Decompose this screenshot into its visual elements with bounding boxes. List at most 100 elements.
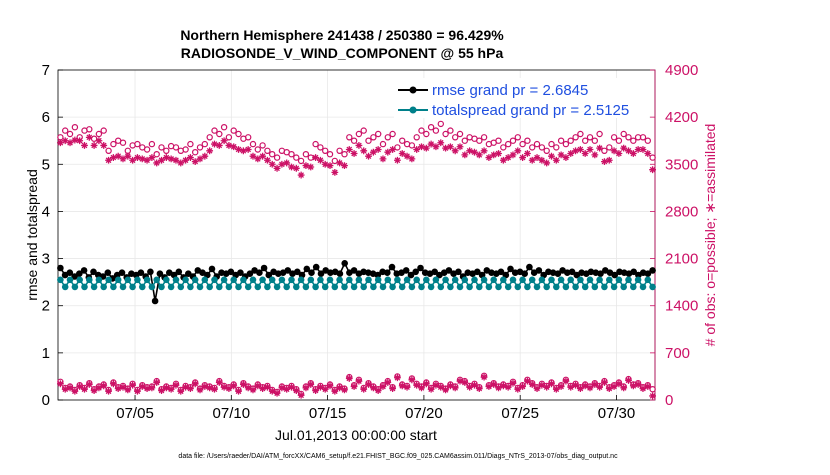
obs-assimilated-marker — [196, 155, 204, 163]
series-1 — [57, 276, 656, 291]
data-point — [191, 276, 199, 284]
data-point — [543, 283, 550, 291]
data-point — [114, 276, 122, 284]
legend-spread-marker — [409, 106, 417, 114]
data-point — [480, 276, 488, 284]
data-point — [288, 276, 295, 284]
obs-possible-marker — [379, 140, 387, 148]
data-point — [90, 268, 97, 276]
obs-possible-marker — [148, 140, 156, 148]
obs-possible-marker — [143, 146, 151, 153]
obs-possible-marker — [293, 154, 300, 161]
obs-possible-marker — [553, 144, 560, 151]
obs-assimilated-marker — [567, 150, 575, 157]
obs-possible-marker — [370, 134, 377, 141]
data-point — [163, 276, 170, 284]
obs-assimilated-marker — [158, 387, 165, 394]
data-point — [240, 276, 247, 284]
obs-assimilated-marker — [288, 383, 295, 391]
obs-assimilated-marker — [85, 381, 93, 388]
obs-possible-marker — [538, 144, 546, 151]
obs-assimilated-marker — [620, 144, 628, 152]
obs-possible-marker — [591, 137, 599, 144]
data-point — [256, 269, 263, 277]
obs-assimilated-marker — [57, 139, 64, 147]
obs-assimilated-marker — [114, 152, 122, 160]
obs-assimilated-marker — [639, 385, 647, 392]
data-point — [389, 283, 396, 291]
data-point — [432, 276, 440, 284]
obs-possible-marker — [230, 127, 237, 134]
data-point — [509, 276, 517, 284]
data-point — [151, 297, 159, 305]
obs-assimilated-marker — [379, 155, 387, 163]
data-point — [264, 283, 271, 291]
data-point — [497, 268, 505, 276]
obs-assimilated-marker — [591, 151, 599, 159]
obs-possible-marker — [57, 134, 64, 141]
obs-assimilated-marker — [466, 383, 474, 391]
data-point — [528, 276, 536, 284]
obs-assimilated-marker — [514, 385, 522, 393]
data-point — [447, 283, 454, 291]
obs-assimilated-marker — [345, 375, 353, 382]
data-point — [538, 276, 546, 284]
obs-assimilated-marker — [148, 154, 156, 161]
obs-possible-marker — [182, 146, 189, 153]
data-point — [568, 268, 576, 276]
data-point — [341, 260, 349, 267]
obs-assimilated-marker — [153, 379, 161, 386]
obs-possible-marker — [620, 130, 627, 138]
obs-possible-marker — [191, 148, 199, 156]
obs-assimilated-marker — [572, 147, 579, 155]
obs-assimilated-marker — [591, 381, 599, 388]
obs-possible-marker — [350, 137, 358, 144]
obs-assimilated-marker — [90, 142, 98, 149]
obs-assimilated-marker — [437, 383, 445, 391]
data-point — [158, 283, 165, 291]
obs-possible-marker — [384, 134, 391, 141]
obs-assimilated-marker — [538, 156, 546, 164]
data-point — [350, 267, 358, 274]
obs-assimilated-marker — [158, 156, 165, 164]
data-point — [417, 264, 424, 272]
data-point — [620, 283, 627, 291]
obs-assimilated-marker — [475, 385, 483, 392]
obs-assimilated-marker — [644, 150, 652, 157]
right-tick-label: 4900 — [665, 62, 698, 79]
obs-assimilated-marker — [186, 154, 194, 161]
obs-possible-marker — [630, 137, 637, 144]
data-point — [254, 283, 262, 291]
obs-assimilated-marker — [172, 156, 180, 164]
obs-assimilated-marker — [288, 163, 295, 171]
obs-possible-marker — [336, 147, 343, 154]
obs-possible-marker — [586, 134, 594, 141]
obs-possible-marker — [326, 150, 334, 158]
obs-possible-marker — [341, 150, 348, 158]
obs-assimilated-marker — [105, 387, 112, 395]
obs-assimilated-marker — [538, 381, 546, 389]
obs-assimilated-marker — [162, 154, 170, 161]
obs-assimilated-marker — [66, 139, 74, 147]
obs-assimilated-marker — [543, 159, 551, 167]
obs-possible-marker — [216, 130, 223, 138]
obs-assimilated-marker — [316, 383, 324, 391]
obs-assimilated-marker — [499, 156, 507, 164]
data-point — [177, 283, 185, 291]
data-point — [237, 269, 244, 277]
data-point — [118, 269, 126, 277]
obs-possible-marker — [572, 134, 579, 141]
data-point — [412, 268, 420, 276]
data-point — [610, 283, 618, 291]
chart-title-line2: RADIOSONDE_V_WIND_COMPONENT @ 55 hPa — [181, 45, 504, 61]
data-point — [495, 283, 502, 291]
data-point — [76, 270, 83, 278]
data-point — [413, 276, 421, 284]
obs-assimilated-marker — [283, 159, 291, 167]
data-point — [455, 268, 462, 276]
data-point — [147, 268, 154, 276]
obs-assimilated-marker — [413, 381, 421, 389]
data-point — [249, 276, 257, 284]
obs-assimilated-marker — [177, 159, 185, 167]
data-point — [201, 276, 209, 284]
